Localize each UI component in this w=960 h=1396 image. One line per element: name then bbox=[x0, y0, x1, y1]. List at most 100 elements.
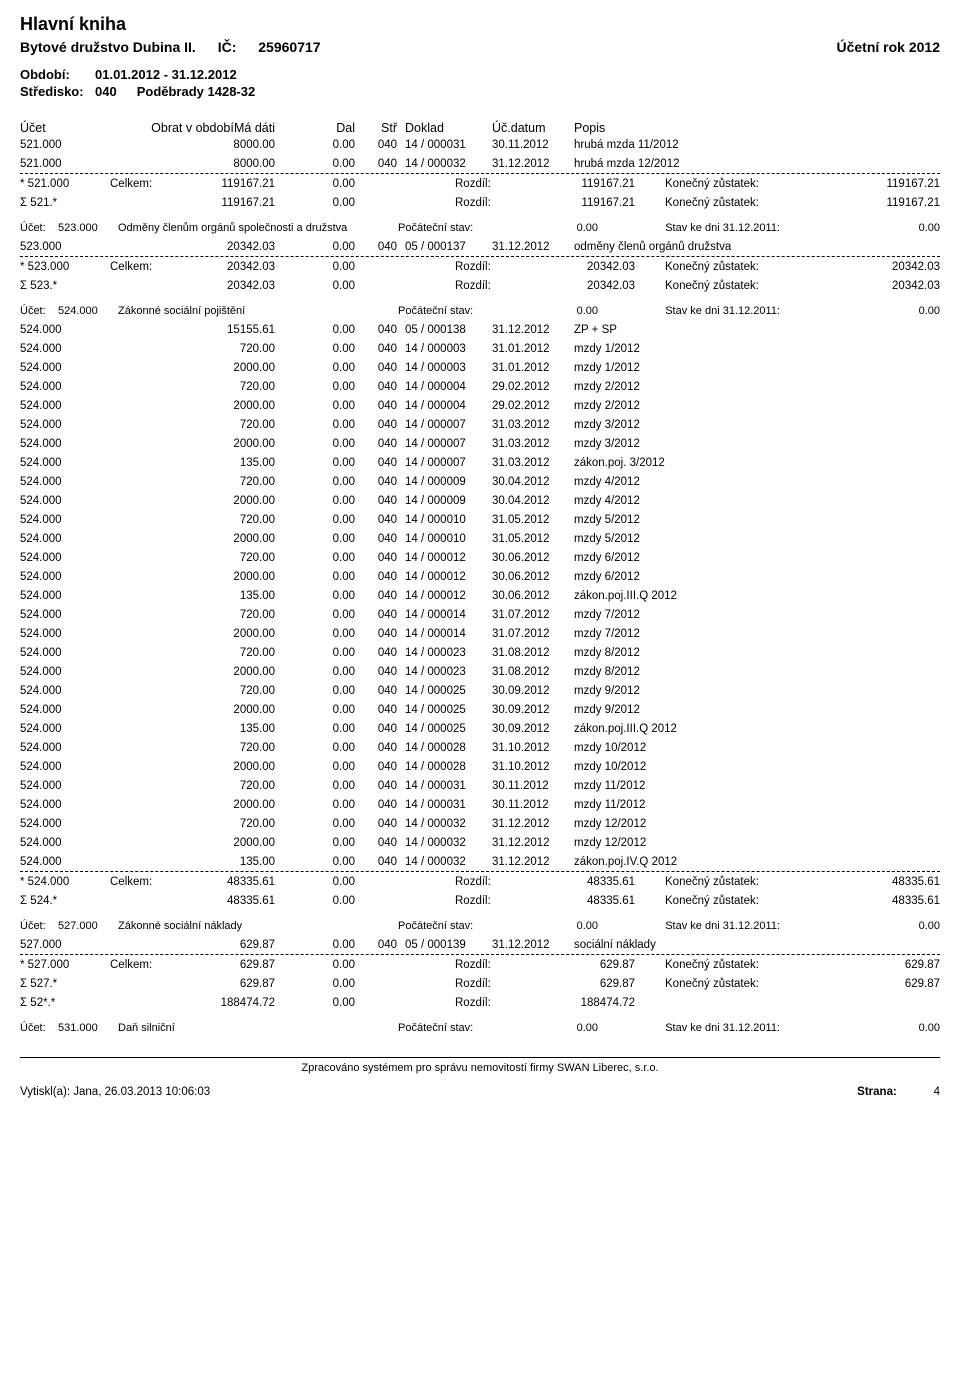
year-label: Účetní rok 2012 bbox=[837, 39, 941, 55]
account-527: Účet: 527.000 Zákonné sociální náklady P… bbox=[20, 916, 940, 935]
cell-madati: 20342.03 bbox=[110, 241, 275, 253]
sum-konecny: 119167.21 bbox=[785, 197, 940, 209]
cell-doklad: 14 / 000007 bbox=[397, 419, 492, 431]
sum-label: Σ 527.* bbox=[20, 978, 110, 990]
ledger-row: 524.0002000.000.0004014 / 00002530.09.20… bbox=[20, 700, 940, 719]
celkem-label: Celkem: bbox=[110, 959, 180, 971]
stredisko-label: Středisko: bbox=[20, 84, 95, 99]
cell-str: 040 bbox=[355, 514, 397, 526]
sum-rozdil: 20342.03 bbox=[535, 280, 635, 292]
total-celkem: 20342.03 bbox=[180, 261, 275, 273]
sum-rozdil: 119167.21 bbox=[535, 197, 635, 209]
cell-dal: 0.00 bbox=[275, 514, 355, 526]
period-label: Období: bbox=[20, 67, 95, 82]
cell-str: 040 bbox=[355, 381, 397, 393]
cell-str: 040 bbox=[355, 241, 397, 253]
sum-524: Σ 524.* 48335.61 0.00 Rozdíl: 48335.61 K… bbox=[20, 891, 940, 910]
cell-madati: 720.00 bbox=[110, 476, 275, 488]
org-name: Bytové družstvo Dubina II. bbox=[20, 39, 196, 55]
stav-label: Stav ke dni 31.12.2011: bbox=[598, 222, 788, 234]
cell-str: 040 bbox=[355, 856, 397, 868]
cell-datum: 31.10.2012 bbox=[492, 761, 574, 773]
cell-madati: 629.87 bbox=[110, 939, 275, 951]
ledger-row: 521.0008000.000.0004014 / 00003130.11.20… bbox=[20, 135, 940, 154]
cell-doklad: 14 / 000012 bbox=[397, 552, 492, 564]
sum-celkem: 119167.21 bbox=[180, 197, 275, 209]
cell-datum: 29.02.2012 bbox=[492, 381, 574, 393]
cell-dal: 0.00 bbox=[275, 158, 355, 170]
stav-label: Stav ke dni 31.12.2011: bbox=[598, 1022, 788, 1034]
ic-value: 25960717 bbox=[258, 39, 320, 55]
stav-label: Stav ke dni 31.12.2011: bbox=[598, 305, 788, 317]
cell-str: 040 bbox=[355, 723, 397, 735]
printed-label: Vytiskl(a): bbox=[20, 1086, 70, 1098]
account-531: Účet: 531.000 Daň silniční Počáteční sta… bbox=[20, 1018, 940, 1037]
cell-dal: 0.00 bbox=[275, 647, 355, 659]
cell-popis: mzdy 9/2012 bbox=[574, 685, 940, 697]
cell-ucet: 524.000 bbox=[20, 495, 110, 507]
ledger-row: 524.000720.000.0004014 / 00003231.12.201… bbox=[20, 814, 940, 833]
total-dal: 0.00 bbox=[275, 178, 355, 190]
cell-madati: 720.00 bbox=[110, 609, 275, 621]
total-524: * 524.000 Celkem: 48335.61 0.00 Rozdíl: … bbox=[20, 871, 940, 891]
cell-str: 040 bbox=[355, 400, 397, 412]
cell-doklad: 14 / 000028 bbox=[397, 742, 492, 754]
cell-madati: 8000.00 bbox=[110, 139, 275, 151]
cell-dal: 0.00 bbox=[275, 704, 355, 716]
ledger-row: 521.0008000.000.0004014 / 00003231.12.20… bbox=[20, 154, 940, 173]
subheader: Bytové družstvo Dubina II. IČ: 25960717 … bbox=[20, 39, 940, 55]
cell-str: 040 bbox=[355, 685, 397, 697]
sum-dal: 0.00 bbox=[275, 997, 355, 1009]
cell-madati: 720.00 bbox=[110, 647, 275, 659]
rozdil-label: Rozdíl: bbox=[455, 997, 535, 1009]
cell-datum: 31.12.2012 bbox=[492, 324, 574, 336]
cell-doklad: 05 / 000138 bbox=[397, 324, 492, 336]
cell-ucet: 524.000 bbox=[20, 343, 110, 355]
cell-doklad: 14 / 000031 bbox=[397, 799, 492, 811]
total-konecny: 119167.21 bbox=[785, 178, 940, 190]
cell-madati: 720.00 bbox=[110, 685, 275, 697]
konecny-label: Konečný zůstatek: bbox=[635, 978, 785, 990]
total-rozdil: 20342.03 bbox=[535, 261, 635, 273]
cell-doklad: 14 / 000032 bbox=[397, 837, 492, 849]
cell-str: 040 bbox=[355, 324, 397, 336]
cell-datum: 31.12.2012 bbox=[492, 939, 574, 951]
sum-dal: 0.00 bbox=[275, 280, 355, 292]
rozdil-label: Rozdíl: bbox=[455, 978, 535, 990]
ledger-row: 524.000720.000.0004014 / 00000731.03.201… bbox=[20, 415, 940, 434]
cell-ucet: 524.000 bbox=[20, 362, 110, 374]
cell-popis: mzdy 7/2012 bbox=[574, 609, 940, 621]
ic-label: IČ: bbox=[218, 39, 237, 55]
total-star: * 524.000 bbox=[20, 876, 110, 888]
ucet-label: Účet: bbox=[20, 222, 58, 234]
cell-datum: 30.09.2012 bbox=[492, 723, 574, 735]
cell-doklad: 14 / 000023 bbox=[397, 666, 492, 678]
cell-datum: 31.07.2012 bbox=[492, 609, 574, 621]
sum-celkem: 629.87 bbox=[180, 978, 275, 990]
cell-ucet: 524.000 bbox=[20, 571, 110, 583]
cell-datum: 30.11.2012 bbox=[492, 799, 574, 811]
rozdil-label: Rozdíl: bbox=[455, 261, 535, 273]
acct-num: 524.000 bbox=[58, 305, 118, 317]
sum-label: Σ 52*.* bbox=[20, 997, 110, 1009]
sum-rozdil: 188474.72 bbox=[535, 997, 635, 1009]
cell-dal: 0.00 bbox=[275, 628, 355, 640]
cell-doklad: 14 / 000023 bbox=[397, 647, 492, 659]
ledger-row: 524.000135.000.0004014 / 00002530.09.201… bbox=[20, 719, 940, 738]
ledger-row: 524.000720.000.0004014 / 00000930.04.201… bbox=[20, 472, 940, 491]
cell-dal: 0.00 bbox=[275, 723, 355, 735]
cell-dal: 0.00 bbox=[275, 571, 355, 583]
cell-datum: 30.06.2012 bbox=[492, 552, 574, 564]
cell-ucet: 524.000 bbox=[20, 628, 110, 640]
sum-konecny: 48335.61 bbox=[785, 895, 940, 907]
cell-datum: 30.11.2012 bbox=[492, 780, 574, 792]
poc-label: Počáteční stav: bbox=[398, 222, 518, 234]
cell-doklad: 14 / 000025 bbox=[397, 723, 492, 735]
cell-datum: 31.12.2012 bbox=[492, 837, 574, 849]
total-rozdil: 48335.61 bbox=[535, 876, 635, 888]
stredisko-code: 040 bbox=[95, 84, 117, 99]
cell-popis: mzdy 6/2012 bbox=[574, 571, 940, 583]
cell-madati: 8000.00 bbox=[110, 158, 275, 170]
stav-val: 0.00 bbox=[788, 1022, 940, 1034]
konecny-label: Konečný zůstatek: bbox=[635, 197, 785, 209]
